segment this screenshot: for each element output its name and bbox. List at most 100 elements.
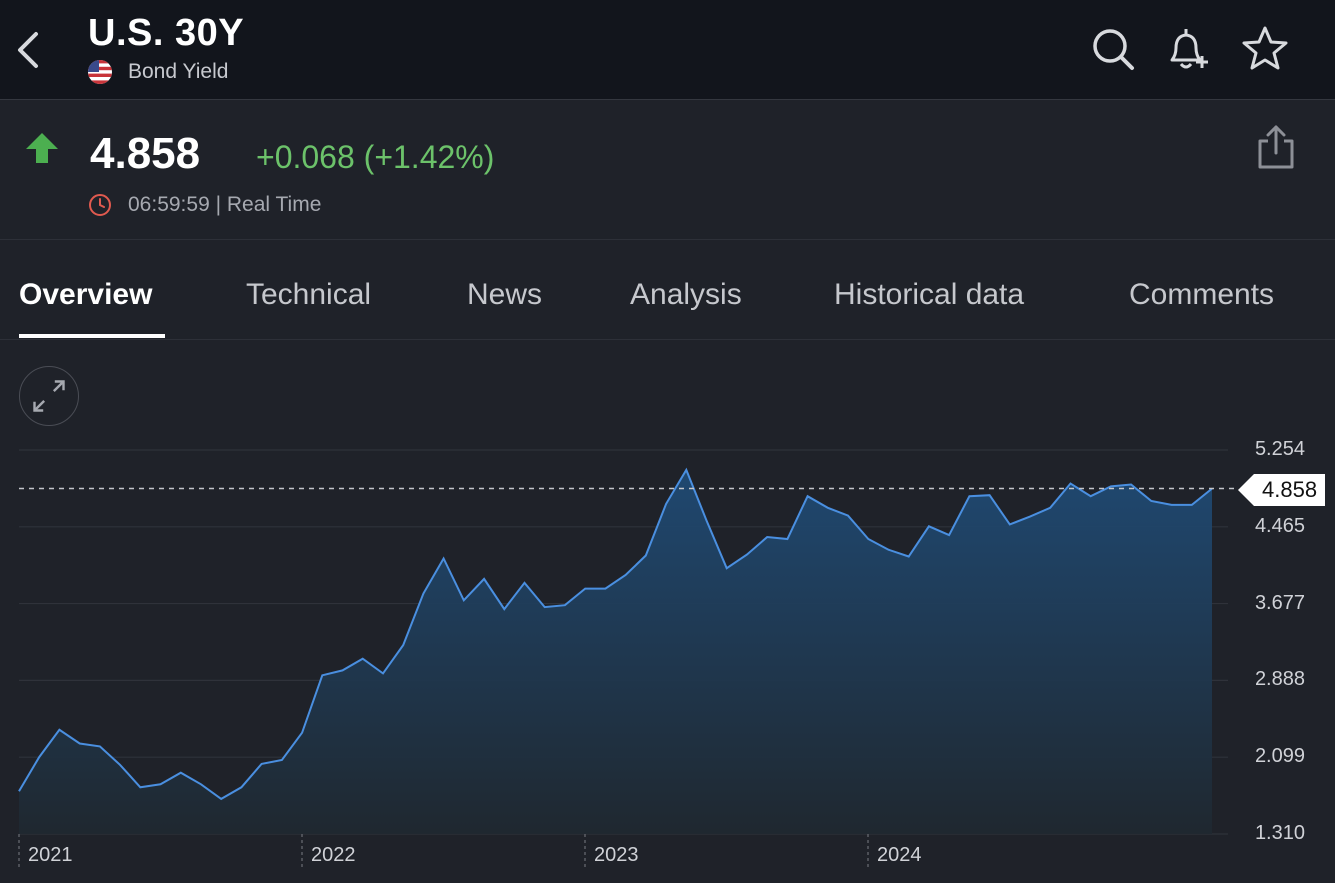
data-point — [139, 786, 142, 789]
data-point — [543, 606, 546, 609]
data-point — [422, 592, 425, 595]
chart-area-fill — [19, 469, 1212, 834]
tab-news[interactable]: News — [467, 278, 543, 311]
data-point — [321, 674, 324, 677]
chart-plot — [18, 449, 1236, 868]
quote-time-label: 06:59:59 | Real Time — [128, 193, 322, 216]
data-point — [685, 468, 688, 471]
y-tick-label: 3.677 — [1254, 591, 1305, 614]
data-point — [644, 554, 647, 557]
quote-time: 06:59:59 | Real Time — [88, 193, 321, 217]
tab-bar: Overview Technical News Analysis Histori… — [0, 240, 1335, 340]
data-point — [1150, 500, 1153, 503]
data-point — [1109, 485, 1112, 488]
data-point — [240, 786, 243, 789]
data-point — [604, 587, 607, 590]
us-flag-icon — [88, 60, 112, 84]
tab-technical[interactable]: Technical — [246, 278, 372, 311]
tab-analysis[interactable]: Analysis — [630, 278, 742, 311]
y-tick-label: 2.888 — [1254, 668, 1305, 691]
data-point — [220, 797, 223, 800]
data-point — [280, 759, 283, 762]
tab-historical-data[interactable]: Historical data — [834, 278, 1025, 311]
data-point — [1211, 487, 1214, 490]
data-point — [1130, 483, 1133, 486]
data-point — [58, 728, 61, 731]
x-tick-label: 2021 — [28, 844, 73, 866]
data-point — [1008, 523, 1011, 526]
data-point — [1049, 506, 1052, 509]
x-tick-label: 2024 — [877, 844, 922, 866]
data-point — [786, 537, 789, 540]
data-point — [745, 553, 748, 556]
search-icon[interactable] — [1088, 24, 1138, 74]
data-point — [199, 783, 202, 786]
data-point — [1029, 515, 1032, 518]
expand-chart-icon[interactable] — [19, 366, 79, 426]
data-point — [867, 537, 870, 540]
current-price: 4.858 — [90, 129, 201, 178]
last-value-label: 4.858 — [1254, 473, 1326, 506]
price-change: +0.068 (+1.42%) — [256, 139, 495, 175]
data-point — [887, 548, 890, 551]
chart-series-line — [18, 467, 1213, 801]
last-value-tag: 4.858 — [1238, 473, 1326, 507]
data-point — [927, 525, 930, 528]
tab-overview[interactable]: Overview — [19, 278, 153, 311]
active-tab-indicator — [19, 334, 165, 338]
data-point — [381, 672, 384, 675]
data-point — [1069, 482, 1072, 485]
data-point — [442, 557, 445, 560]
data-point — [806, 495, 809, 498]
data-point — [179, 771, 182, 774]
data-point — [78, 742, 81, 745]
yield-chart[interactable]: 5.254 4.465 3.677 2.888 2.099 1.310 2021 2022 2… — [0, 430, 1335, 878]
data-point — [260, 762, 263, 765]
data-point — [948, 534, 951, 537]
star-icon[interactable] — [1240, 24, 1290, 74]
data-point — [98, 745, 101, 748]
quote-panel: 4.858 +0.068 (+1.42%) 06:59:59 | Real Ti… — [0, 101, 1335, 240]
data-point — [907, 555, 910, 558]
data-point — [766, 536, 769, 539]
subtitle-label: Bond Yield — [128, 60, 229, 83]
data-point — [38, 756, 41, 759]
up-arrow-icon — [26, 133, 58, 163]
data-point — [462, 599, 465, 602]
data-point — [361, 657, 364, 660]
data-point — [402, 644, 405, 647]
clock-icon — [89, 194, 111, 216]
data-point — [18, 790, 21, 793]
data-point — [563, 604, 566, 607]
data-point — [705, 519, 708, 522]
data-point — [1089, 495, 1092, 498]
tab-comments[interactable]: Comments — [1129, 278, 1275, 311]
data-point — [341, 669, 344, 672]
instrument-subtitle: Bond Yield — [88, 60, 228, 84]
y-tick-label: 4.465 — [1254, 514, 1305, 537]
data-point — [483, 577, 486, 580]
bell-plus-icon[interactable] — [1162, 24, 1212, 74]
share-icon[interactable] — [1252, 123, 1300, 171]
y-tick-label: 1.310 — [1254, 822, 1305, 844]
data-point — [988, 494, 991, 497]
data-point — [523, 581, 526, 584]
data-point — [665, 502, 668, 505]
page-title: U.S. 30Y — [88, 12, 245, 54]
data-point — [1190, 503, 1193, 506]
data-point — [1170, 503, 1173, 506]
x-tick-label: 2023 — [594, 844, 639, 866]
top-bar: U.S. 30Y Bond Yield — [0, 0, 1335, 100]
y-tick-label: 5.254 — [1254, 438, 1305, 460]
data-point — [826, 506, 829, 509]
data-point — [301, 731, 304, 734]
y-tick-label: 2.099 — [1254, 745, 1305, 768]
data-point — [584, 587, 587, 590]
data-point — [624, 574, 627, 577]
data-point — [725, 567, 728, 570]
data-point — [119, 763, 122, 766]
tag-pointer — [1238, 473, 1254, 506]
data-point — [968, 495, 971, 498]
data-point — [503, 608, 506, 611]
back-icon[interactable] — [8, 26, 48, 74]
